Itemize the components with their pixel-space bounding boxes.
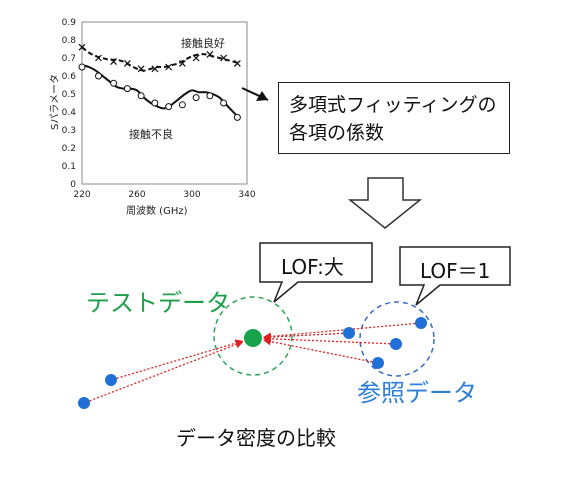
distance-arrow xyxy=(263,334,391,345)
coef-box-line1: 多項式フィッティングの xyxy=(289,94,497,116)
good-contact-x-marker xyxy=(78,43,86,51)
y-tick-label: 0.6 xyxy=(62,72,77,82)
good-contact-x-marker xyxy=(178,59,186,67)
chart-to-coef-arrowhead xyxy=(256,91,268,101)
density-comparison-caption: データ密度の比較 xyxy=(176,426,336,450)
good-contact-x-marker xyxy=(220,54,228,62)
bad-contact-o-marker xyxy=(192,94,200,102)
x-axis-label: 周波数 (GHz) xyxy=(126,204,188,217)
bad-contact-o-marker xyxy=(206,92,214,100)
reference-data-point xyxy=(390,338,402,350)
bad-contact-o-marker xyxy=(123,85,131,93)
lof-one-label: LOF＝1 xyxy=(420,259,491,283)
reference-data-label: 参照データ xyxy=(357,379,477,407)
series-label-bad-contact: 接触不良 xyxy=(129,127,173,141)
y-tick-label: 0.4 xyxy=(62,108,77,118)
good-contact-markers xyxy=(78,43,241,73)
y-axis-label: Sパラメータ xyxy=(49,74,61,130)
reference-neighborhood-circle xyxy=(359,301,435,377)
reference-data-points xyxy=(78,317,427,409)
x-tick-label: 340 xyxy=(238,190,255,200)
y-axis-ticks: 0 0.1 0.2 0.3 0.4 0.5 0.6 0.7 0.8 0.9 xyxy=(62,18,77,190)
series-line-bad-contact xyxy=(81,64,241,120)
series-label-good-contact: 接触良好 xyxy=(181,36,225,50)
lof-large-callout-bubble xyxy=(259,242,373,303)
coef-box-line2: 各項の係数 xyxy=(289,122,385,144)
y-tick-label: 0.1 xyxy=(62,162,76,172)
good-contact-x-marker xyxy=(137,65,145,73)
reference-data-point xyxy=(78,397,90,409)
x-tick-label: 260 xyxy=(128,190,145,200)
bad-contact-o-marker xyxy=(233,113,241,121)
reference-data-point xyxy=(372,357,384,369)
bad-contact-o-marker xyxy=(220,99,228,107)
distance-arrow xyxy=(263,322,416,341)
distance-arrow xyxy=(116,339,244,379)
good-contact-x-marker xyxy=(110,58,118,66)
process-down-arrow-icon xyxy=(347,177,423,229)
y-tick-label: 0.2 xyxy=(62,144,76,154)
test-data-point xyxy=(244,329,262,347)
bad-contact-o-marker xyxy=(110,79,118,87)
reference-data-point xyxy=(343,327,355,339)
test-data-label: テストデータ xyxy=(86,289,230,317)
reference-data-point xyxy=(105,374,117,386)
bad-contact-markers xyxy=(78,63,241,121)
good-contact-x-marker xyxy=(123,59,131,67)
y-tick-label: 0.9 xyxy=(62,18,77,28)
distance-arrow xyxy=(89,340,244,402)
good-contact-x-marker xyxy=(233,59,241,67)
good-contact-x-marker xyxy=(206,50,214,58)
lof-large-label: LOF:大 xyxy=(281,255,344,279)
good-contact-x-marker xyxy=(151,65,159,73)
distance-arrow xyxy=(263,332,344,341)
distance-arrow xyxy=(263,337,373,363)
x-tick-label: 300 xyxy=(183,190,200,200)
bad-contact-o-marker xyxy=(137,92,145,100)
reference-data-point xyxy=(415,317,427,329)
y-tick-label: 0.8 xyxy=(62,36,77,46)
x-tick-label: 220 xyxy=(73,190,90,200)
y-tick-label: 0.5 xyxy=(62,90,76,100)
y-tick-label: 0 xyxy=(70,180,76,190)
good-contact-x-marker xyxy=(95,54,102,62)
bad-contact-o-marker xyxy=(165,103,173,111)
bad-contact-o-marker xyxy=(178,101,186,109)
bad-contact-o-marker xyxy=(78,63,86,71)
good-contact-x-marker xyxy=(192,54,200,62)
plot-area xyxy=(81,21,248,185)
polynomial-coefficients-box: 多項式フィッティングの 各項の係数 xyxy=(278,82,510,154)
good-contact-x-marker xyxy=(165,63,173,71)
lof-one-callout-bubble xyxy=(399,246,511,306)
x-axis-ticks: 220 260 300 340 xyxy=(73,190,255,200)
bad-contact-o-marker xyxy=(95,72,102,80)
y-tick-label: 0.7 xyxy=(62,54,76,64)
bad-contact-o-marker xyxy=(151,99,159,107)
test-neighborhood-circle xyxy=(213,296,293,376)
distance-arrows xyxy=(89,322,416,402)
s-parameter-chart: 0 0.1 0.2 0.3 0.4 0.5 0.6 0.7 0.8 0.9 220 260 300 34… xyxy=(49,18,256,217)
y-tick-label: 0.3 xyxy=(62,126,76,136)
series-line-good-contact xyxy=(81,46,241,72)
